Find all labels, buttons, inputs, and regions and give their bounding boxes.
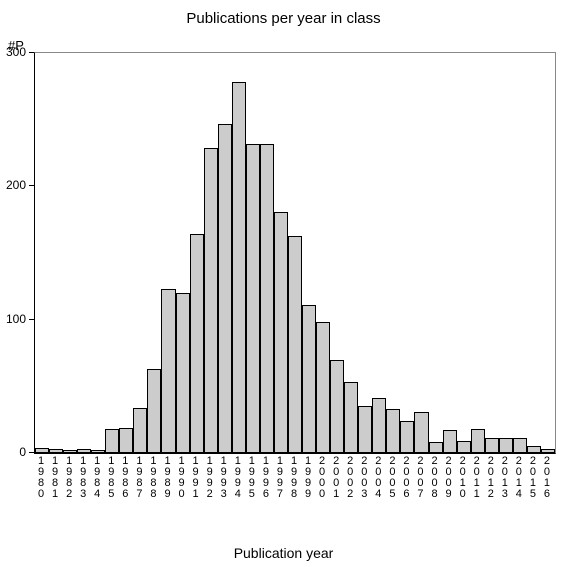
- bar: [190, 234, 204, 453]
- x-tick-label: 1997: [274, 456, 286, 500]
- x-tick-label: 1985: [105, 456, 117, 500]
- x-tick-label: 1983: [77, 456, 89, 500]
- x-tick-label: 2005: [386, 456, 398, 500]
- x-tick-label: 2008: [429, 456, 441, 500]
- bar: [176, 293, 190, 453]
- x-tick-label: 2010: [457, 456, 469, 500]
- x-tick-label: 1986: [119, 456, 131, 500]
- bar: [288, 236, 302, 453]
- x-tick-label: 2000: [316, 456, 328, 500]
- x-tick-label: 1989: [162, 456, 174, 500]
- x-tick-label: 2002: [344, 456, 356, 500]
- x-tick-label: 1980: [35, 456, 47, 500]
- x-tick-label: 1984: [91, 456, 103, 500]
- bar: [119, 428, 133, 453]
- x-tick-label: 1987: [133, 456, 145, 500]
- x-tick-label: 1992: [204, 456, 216, 500]
- x-tick-label: 1990: [176, 456, 188, 500]
- bar: [232, 82, 246, 453]
- bar: [485, 438, 499, 453]
- x-tick-label: 1993: [218, 456, 230, 500]
- bar: [302, 305, 316, 453]
- bar: [260, 144, 274, 453]
- bar: [316, 322, 330, 453]
- bar: [77, 449, 91, 453]
- bar: [499, 438, 513, 453]
- bar: [35, 448, 49, 453]
- bar: [49, 449, 63, 453]
- bar: [246, 144, 260, 453]
- bar: [161, 289, 175, 453]
- x-axis-label: Publication year: [0, 545, 567, 561]
- y-tick-label: 300: [0, 45, 26, 59]
- x-tick-label: 2012: [485, 456, 497, 500]
- bar: [274, 212, 288, 453]
- x-tick-label: 1998: [288, 456, 300, 500]
- bar: [330, 360, 344, 453]
- bar: [457, 441, 471, 453]
- bar: [414, 412, 428, 453]
- y-tick-label: 200: [0, 178, 26, 192]
- x-tick-label: 2016: [541, 456, 553, 500]
- x-tick-label: 1988: [147, 456, 159, 500]
- x-tick-label: 1982: [63, 456, 75, 500]
- bar: [105, 429, 119, 453]
- x-tick-label: 2009: [443, 456, 455, 500]
- x-tick-label: 2003: [358, 456, 370, 500]
- bar: [344, 382, 358, 453]
- y-tick-mark: [29, 52, 34, 53]
- x-tick-label: 1996: [260, 456, 272, 500]
- x-tick-label: 2006: [400, 456, 412, 500]
- x-tick-label: 1994: [232, 456, 244, 500]
- bar: [513, 438, 527, 453]
- x-tick-label: 2013: [499, 456, 511, 500]
- x-tick-label: 2001: [330, 456, 342, 500]
- bar: [471, 429, 485, 453]
- x-tick-label: 2015: [527, 456, 539, 500]
- bar: [541, 449, 555, 453]
- bar: [386, 409, 400, 453]
- x-tick-label: 1995: [246, 456, 258, 500]
- chart-title: Publications per year in class: [0, 10, 567, 27]
- bar: [91, 450, 105, 453]
- bar: [429, 442, 443, 453]
- y-tick-label: 100: [0, 312, 26, 326]
- bar: [527, 446, 541, 453]
- bar: [147, 369, 161, 453]
- bar: [204, 148, 218, 453]
- bar: [218, 124, 232, 453]
- bar: [358, 406, 372, 453]
- x-tick-label: 2004: [372, 456, 384, 500]
- x-tick-label: 2014: [513, 456, 525, 500]
- x-tick-label: 2007: [414, 456, 426, 500]
- x-tick-label: 1999: [302, 456, 314, 500]
- bar: [133, 408, 147, 453]
- y-tick-mark: [29, 319, 34, 320]
- y-tick-mark: [29, 185, 34, 186]
- bar: [400, 421, 414, 453]
- x-tick-label: 2011: [471, 456, 483, 500]
- y-tick-label: 0: [0, 445, 26, 459]
- bar: [63, 450, 77, 453]
- y-tick-mark: [29, 452, 34, 453]
- bar: [443, 430, 457, 453]
- x-tick-label: 1981: [49, 456, 61, 500]
- chart-container: Publications per year in class #P Public…: [0, 0, 567, 567]
- bar: [372, 398, 386, 453]
- x-tick-label: 1991: [190, 456, 202, 500]
- plot-area: [34, 52, 556, 454]
